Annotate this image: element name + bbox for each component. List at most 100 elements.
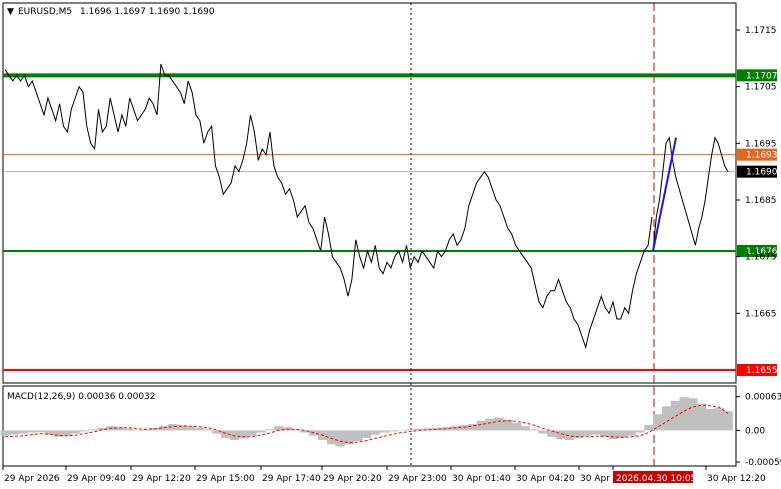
macd-histogram-bar — [176, 425, 187, 431]
macd-histogram-bar — [600, 430, 610, 437]
macd-histogram-bar — [27, 430, 37, 433]
price-tick-label: 1.1675 — [745, 253, 777, 263]
level-label: 1.1655 — [746, 366, 778, 376]
time-tick-label: 30 Apr 04:20 — [516, 474, 575, 484]
macd-histogram-bar — [194, 427, 204, 431]
trend-arrow-line — [652, 137, 677, 252]
trend-annotation — [652, 137, 677, 252]
macd-histogram-bar — [556, 430, 566, 439]
macd-histogram-bar — [326, 430, 337, 445]
macd-histogram-bar — [626, 430, 636, 436]
macd-histogram-bar — [256, 430, 266, 433]
macd-tick-label: -0.00059 — [745, 458, 781, 468]
macd-histogram-bar — [132, 430, 143, 431]
macd-histogram-bar — [476, 420, 486, 431]
macd-histogram-bar — [229, 430, 240, 441]
time-tick-label: 29 Apr 12:20 — [132, 474, 191, 484]
macd-histogram-bar — [670, 400, 680, 431]
macd-histogram-bar — [344, 430, 354, 445]
macd-histogram-bar — [35, 430, 46, 433]
macd-histogram-bar — [221, 430, 231, 438]
macd-histogram-bar — [679, 397, 689, 431]
macd-histogram-bar — [185, 426, 195, 431]
macd-histogram-bar — [397, 430, 407, 431]
macd-histogram-bar — [273, 426, 284, 431]
macd-histogram-bar — [247, 430, 257, 436]
price-series — [4, 63, 729, 350]
time-tick-label: 29 Apr 09:40 — [67, 474, 126, 484]
macd-histogram-bar — [168, 423, 178, 431]
price-tick-label: 1.1705 — [745, 83, 777, 93]
horizontal-levels: 1.1707 1.1693 1.1690 1.1676 1.1655 — [3, 69, 778, 376]
macd-title: MACD(12,26,9) 0.00036 0.00032 — [7, 392, 156, 402]
macd-histogram-bar — [617, 430, 628, 438]
level-label: 1.1690 — [746, 168, 778, 178]
macd-histogram-bar — [370, 430, 381, 435]
price-pane-frame — [2, 2, 737, 384]
macd-histogram-bar — [705, 408, 716, 431]
level-label-box — [737, 148, 777, 161]
time-tick-label: 29 Apr 17:40 — [262, 474, 321, 484]
macd-histogram-bar — [362, 430, 372, 438]
macd-histogram-bar — [159, 426, 169, 431]
macd-histogram-bar — [88, 429, 98, 431]
price-tick-label: 1.1685 — [745, 196, 777, 206]
macd-histogram-bar — [203, 429, 213, 431]
macd-histogram-bar — [591, 430, 601, 435]
price-axis: 1.1715 1.1705 1.1695 1.1685 1.1675 1.1665 — [736, 26, 777, 319]
macd-histogram-bar — [18, 430, 28, 434]
macd-histogram-bar — [547, 430, 557, 437]
macd-histogram-bar — [582, 430, 592, 436]
macd-histogram-bar — [432, 427, 442, 431]
macd-histogram-bar — [62, 430, 72, 436]
macd-histogram-bar — [485, 418, 495, 431]
macd-histogram-bar — [0, 430, 10, 436]
level-label: 1.1693 — [746, 151, 778, 161]
macd-histogram-bar — [71, 430, 81, 434]
ohlc-readout: 1.1696 1.1697 1.1690 1.1690 — [80, 7, 215, 17]
symbol-label: EURUSD,M5 — [18, 7, 72, 17]
macd-histogram-bar — [406, 429, 416, 431]
time-tick-label: 29 Apr 15:00 — [196, 474, 255, 484]
level-label-box — [737, 245, 777, 257]
macd-histogram-bar — [608, 430, 619, 439]
macd-histogram-bar — [564, 430, 575, 441]
vertical-lines — [410, 3, 655, 466]
macd-histogram-bar — [529, 429, 539, 431]
macd-histogram-bar — [353, 430, 363, 442]
time-tick-label: 30 Apr 0 — [580, 474, 619, 484]
macd-histogram-bar — [467, 423, 478, 431]
macd-histogram-bar — [714, 407, 724, 431]
price-line-recent — [652, 136, 729, 252]
macd-histogram-bar — [573, 430, 583, 438]
macd-histogram-bar — [697, 403, 707, 431]
macd-histogram-bar — [335, 430, 345, 447]
header-arrow-icon[interactable]: ▼ — [7, 7, 14, 17]
macd-histogram-bar — [661, 406, 672, 431]
time-tick-label: 29 Apr 20:20 — [323, 474, 382, 484]
macd-histogram-bar — [503, 419, 513, 431]
macd-series — [0, 397, 733, 447]
macd-histogram-bar — [635, 430, 645, 433]
macd-histogram-bar — [265, 429, 275, 431]
macd-histogram-bar — [459, 425, 469, 431]
level-label-box — [737, 364, 777, 376]
macd-histogram-bar — [9, 430, 19, 435]
macd-signal-line — [4, 404, 729, 444]
price-tick-label: 1.1715 — [745, 26, 777, 36]
macd-tick-label: 0.00 — [745, 426, 765, 436]
macd-histogram-bar — [388, 430, 398, 432]
macd-histogram-bar — [300, 430, 310, 433]
macd-histogram-bar — [44, 430, 54, 435]
macd-histogram-bar — [97, 427, 107, 431]
level-label-box — [737, 69, 777, 82]
macd-histogram-bar — [414, 428, 425, 431]
macd-histogram-bar — [212, 430, 222, 434]
time-tick-label: 30 Apr 12:20 — [707, 474, 766, 484]
macd-histogram-bar — [53, 430, 63, 437]
macd-histogram-bar — [238, 430, 248, 439]
macd-tick-label: 0.00063 — [745, 393, 781, 403]
macd-histogram-bar — [291, 429, 301, 431]
